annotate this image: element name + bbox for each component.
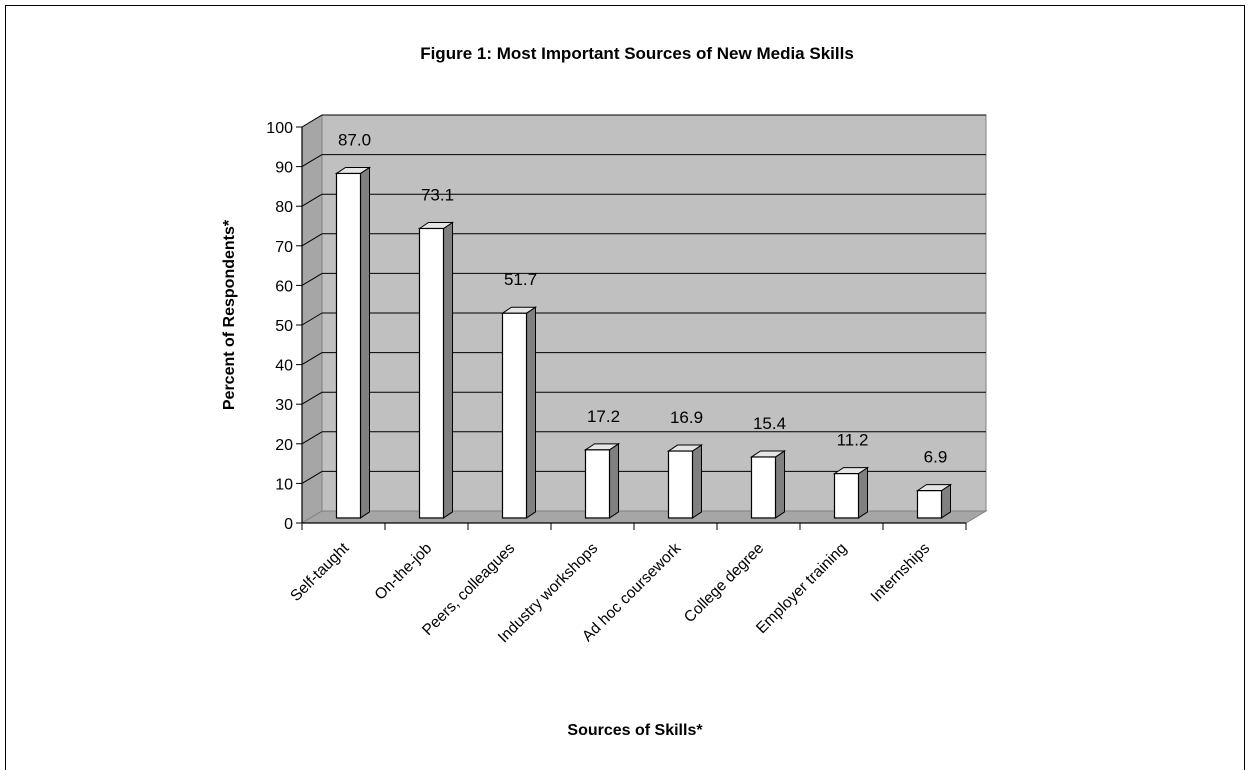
bar-2 <box>418 227 445 519</box>
gridline-side <box>301 391 323 405</box>
chart-floor <box>300 510 988 524</box>
x-axis-title: Sources of Skills* <box>567 722 703 739</box>
y-tick-label: 100 <box>266 120 293 137</box>
chart-title: Figure 1: Most Important Sources of New … <box>420 44 854 63</box>
gridline-side <box>301 233 323 247</box>
data-label: 16.9 <box>670 408 703 427</box>
y-tick-label: 30 <box>275 397 293 414</box>
gridline-side <box>301 352 323 366</box>
data-label: 15.4 <box>753 414 786 433</box>
gridline-side <box>301 431 323 445</box>
bar-5 <box>667 450 694 519</box>
y-tick-label: 70 <box>275 239 293 256</box>
data-label: 6.9 <box>924 448 948 467</box>
bar-3 <box>501 312 528 519</box>
bar-side-6 <box>775 450 785 519</box>
y-tick-label: 10 <box>275 476 293 493</box>
data-label: 17.2 <box>587 407 620 426</box>
data-label: 51.7 <box>504 270 537 289</box>
y-tick-label: 20 <box>275 437 293 454</box>
y-tick-label: 40 <box>275 358 293 375</box>
gridline-side <box>301 154 323 168</box>
gridline-side <box>301 470 323 484</box>
bar-side-1 <box>360 166 370 519</box>
category-label: Employer training <box>753 540 850 637</box>
category-label: College degree <box>681 540 767 626</box>
bar-side-3 <box>526 306 536 519</box>
bar-side-4 <box>609 442 619 519</box>
y-tick-label: 60 <box>275 278 293 295</box>
bar-7 <box>833 473 860 519</box>
data-label: 73.1 <box>421 185 454 204</box>
y-tick-label: 50 <box>275 318 293 335</box>
category-label: Internships <box>868 540 934 606</box>
y-tick-label: 0 <box>284 516 293 533</box>
bar-4 <box>584 449 611 519</box>
category-label: Self-taught <box>287 539 353 605</box>
y-tick-label: 80 <box>275 199 293 216</box>
gridline-side <box>301 114 323 128</box>
category-label: Peers, colleagues <box>419 540 518 639</box>
bar-side-5 <box>692 444 702 519</box>
bar-side-7 <box>858 466 868 519</box>
gridline-side <box>301 272 323 286</box>
data-label: 87.0 <box>338 130 371 149</box>
bar-side-2 <box>443 221 453 519</box>
data-label: 11.2 <box>837 431 869 450</box>
y-axis-title: Percent of Respondents* <box>221 219 238 410</box>
gridline-side <box>301 193 323 207</box>
plot-area: 0 10 20 30 40 50 60 70 80 90 100 87.0 Self-taught 73.… <box>266 114 988 646</box>
gridline-side <box>301 312 323 326</box>
y-tick-label: 90 <box>275 160 293 177</box>
bar-8 <box>916 490 943 519</box>
bar-6 <box>750 456 777 519</box>
bar-1 <box>335 172 362 519</box>
category-label: On-the-job <box>372 540 436 604</box>
